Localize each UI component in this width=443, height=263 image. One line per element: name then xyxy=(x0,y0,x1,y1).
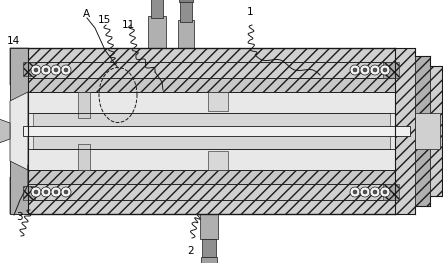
Bar xyxy=(28,92,395,170)
Circle shape xyxy=(360,65,370,75)
Circle shape xyxy=(360,187,370,197)
Circle shape xyxy=(370,187,380,197)
Text: 1: 1 xyxy=(247,7,253,17)
Bar xyxy=(178,20,194,48)
Circle shape xyxy=(31,65,41,75)
Bar xyxy=(28,78,395,92)
Circle shape xyxy=(34,68,38,72)
Circle shape xyxy=(61,187,71,197)
Circle shape xyxy=(380,187,390,197)
Bar xyxy=(33,131,390,149)
Bar xyxy=(148,16,166,48)
Circle shape xyxy=(41,187,51,197)
Circle shape xyxy=(44,190,48,194)
Bar xyxy=(28,200,395,214)
Circle shape xyxy=(31,187,41,197)
Bar xyxy=(10,48,28,214)
Bar xyxy=(395,48,415,214)
Bar xyxy=(201,257,217,263)
Bar xyxy=(23,186,35,200)
Bar xyxy=(180,0,192,22)
Text: 15: 15 xyxy=(97,15,111,25)
Bar xyxy=(33,113,390,131)
Bar xyxy=(28,184,395,200)
Polygon shape xyxy=(10,177,28,214)
Circle shape xyxy=(353,68,357,72)
Circle shape xyxy=(350,65,360,75)
Bar xyxy=(208,92,228,111)
Bar xyxy=(78,92,90,118)
Circle shape xyxy=(363,190,367,194)
Circle shape xyxy=(54,68,58,72)
Polygon shape xyxy=(0,115,10,147)
Polygon shape xyxy=(10,48,28,85)
Circle shape xyxy=(34,190,38,194)
Circle shape xyxy=(370,65,380,75)
Text: 11: 11 xyxy=(122,20,135,30)
Bar xyxy=(28,170,395,184)
Bar xyxy=(202,239,216,257)
Circle shape xyxy=(373,190,377,194)
Polygon shape xyxy=(10,92,28,170)
Bar xyxy=(28,62,395,78)
Bar xyxy=(200,214,218,239)
Circle shape xyxy=(41,65,51,75)
Circle shape xyxy=(380,65,390,75)
Circle shape xyxy=(64,190,68,194)
Circle shape xyxy=(51,65,61,75)
Circle shape xyxy=(353,190,357,194)
Circle shape xyxy=(44,68,48,72)
Bar xyxy=(415,113,440,149)
Bar xyxy=(208,151,228,170)
Circle shape xyxy=(383,68,387,72)
Bar xyxy=(383,184,399,200)
Bar xyxy=(415,56,430,206)
Bar xyxy=(430,66,442,196)
Text: 2: 2 xyxy=(187,246,194,256)
Bar xyxy=(383,62,399,78)
Bar xyxy=(179,0,193,2)
Circle shape xyxy=(54,190,58,194)
Bar xyxy=(23,62,35,76)
Circle shape xyxy=(51,187,61,197)
Bar xyxy=(151,0,163,18)
Circle shape xyxy=(64,68,68,72)
Text: 3: 3 xyxy=(17,212,23,222)
Text: A: A xyxy=(83,9,90,19)
Text: 14: 14 xyxy=(7,36,20,46)
Circle shape xyxy=(373,68,377,72)
Bar xyxy=(78,144,90,170)
Circle shape xyxy=(61,65,71,75)
Bar xyxy=(28,48,395,62)
Circle shape xyxy=(350,187,360,197)
Bar xyxy=(23,126,410,136)
Circle shape xyxy=(383,190,387,194)
Circle shape xyxy=(363,68,367,72)
